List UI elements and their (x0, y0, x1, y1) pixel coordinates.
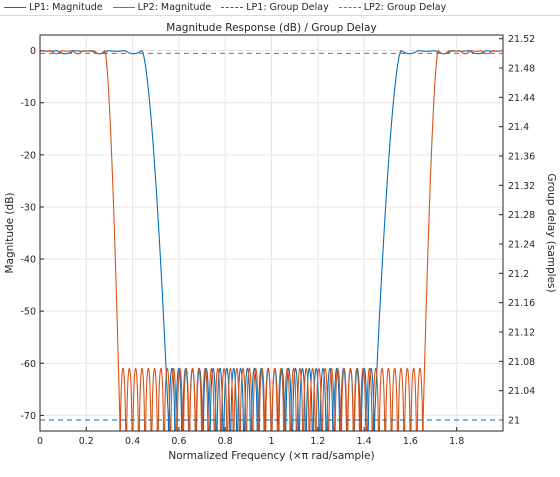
y-right-tick-label: 21.12 (508, 328, 535, 339)
y-right-tick-label: 21.4 (508, 122, 529, 133)
x-tick-label: 0.4 (125, 436, 140, 447)
x-tick-label: 1.8 (449, 436, 464, 447)
x-tick-label: 1.2 (310, 436, 325, 447)
legend-label: LP2: Group Delay (363, 2, 447, 13)
y-right-tick-label: 21 (508, 416, 520, 427)
legend-swatch (338, 7, 361, 8)
y-right-tick-label: 21.04 (508, 386, 535, 397)
y-right-tick-label: 21.44 (508, 93, 535, 104)
y-right-tick-label: 21.08 (508, 357, 535, 368)
legend-item: LP2: Magnitude (112, 2, 212, 13)
axes-frame (39, 34, 504, 432)
legend-item: LP2: Group Delay (338, 2, 447, 13)
legend-swatch (4, 7, 26, 8)
x-tick-label: 1.6 (403, 436, 418, 447)
y-tick-label: -70 (20, 411, 36, 422)
y-right-tick-label: 21.28 (508, 210, 535, 221)
legend-swatch (221, 7, 244, 8)
x-tick-label: 0.6 (171, 436, 186, 447)
legend-label: LP2: Magnitude (137, 2, 212, 13)
y-right-tick-label: 21.2 (508, 269, 529, 280)
y-tick-label: -20 (20, 150, 36, 161)
legend-item: LP1: Magnitude (4, 2, 103, 13)
y-tick-label: -50 (20, 307, 36, 318)
y-right-tick-label: 21.16 (508, 298, 535, 309)
y-tick-label: -10 (20, 98, 36, 109)
x-tick-label: 0.8 (218, 436, 233, 447)
y-right-tick-label: 21.48 (508, 64, 535, 75)
chart-title: Magnitude Response (dB) / Group Delay (166, 22, 376, 34)
x-tick-label: 0.2 (79, 436, 94, 447)
y-right-tick-label: 21.24 (508, 240, 535, 251)
series-line-0 (40, 49, 503, 431)
y-tick-label: -40 (20, 255, 36, 266)
legend: LP1: Magnitude LP2: Magnitude LP1: Group D… (0, 0, 560, 16)
y-axis-label: Magnitude (dB) (4, 192, 16, 273)
y-right-tick-label: 21.32 (508, 181, 535, 192)
series-line-1 (40, 49, 503, 431)
y-right-tick-label: 21.36 (508, 152, 535, 163)
y-tick-label: 0 (30, 46, 36, 57)
x-tick-label: 1 (268, 436, 274, 447)
x-tick-label: 1.4 (357, 436, 372, 447)
x-axis-label: Normalized Frequency (×π rad/sample) (168, 450, 374, 462)
y-right-tick-label: 21.52 (508, 34, 535, 45)
legend-item: LP1: Group Delay (221, 2, 329, 13)
x-tick-label: 0 (37, 436, 43, 447)
legend-label: LP1: Group Delay (246, 2, 329, 13)
legend-label: LP1: Magnitude (29, 2, 103, 13)
legend-swatch (112, 7, 135, 8)
y-tick-label: -30 (20, 202, 36, 213)
y-right-axis-label: Group delay (samples) (545, 173, 557, 292)
y-tick-label: -60 (20, 359, 36, 370)
